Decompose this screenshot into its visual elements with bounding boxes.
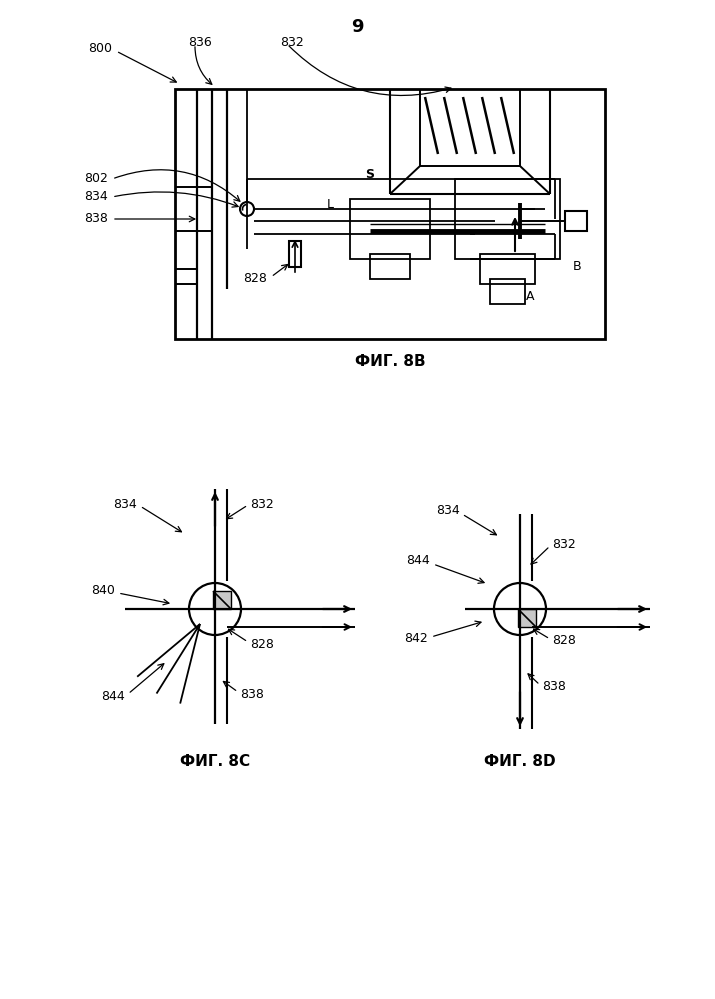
Text: 840: 840 bbox=[91, 584, 115, 597]
Text: 838: 838 bbox=[542, 680, 566, 693]
Text: 836: 836 bbox=[188, 36, 212, 49]
Text: L: L bbox=[327, 198, 333, 211]
Bar bbox=[370, 254, 410, 279]
Text: 802: 802 bbox=[84, 173, 108, 186]
Text: 800: 800 bbox=[88, 43, 112, 56]
Bar bbox=[490, 279, 525, 304]
Text: B: B bbox=[573, 260, 581, 273]
Bar bbox=[289, 241, 301, 267]
Text: 844: 844 bbox=[102, 690, 125, 703]
Bar bbox=[565, 211, 587, 231]
Text: ФИГ. 8D: ФИГ. 8D bbox=[484, 753, 556, 768]
Bar bbox=[455, 179, 560, 259]
Text: 832: 832 bbox=[552, 537, 576, 550]
Bar bbox=[480, 254, 535, 284]
Text: A: A bbox=[526, 291, 534, 304]
Text: 844: 844 bbox=[406, 554, 430, 567]
Text: S: S bbox=[365, 168, 375, 181]
Text: 828: 828 bbox=[243, 273, 267, 286]
Text: 834: 834 bbox=[113, 498, 137, 510]
Text: ФИГ. 8B: ФИГ. 8B bbox=[355, 354, 425, 369]
Text: 834: 834 bbox=[84, 191, 108, 204]
Bar bbox=[175, 89, 605, 339]
Text: 832: 832 bbox=[280, 36, 304, 49]
Bar bbox=[213, 591, 231, 609]
Text: 838: 838 bbox=[84, 213, 108, 226]
Circle shape bbox=[240, 202, 254, 216]
Circle shape bbox=[189, 583, 241, 635]
Text: 832: 832 bbox=[250, 498, 274, 510]
Text: 842: 842 bbox=[404, 632, 428, 645]
Text: 828: 828 bbox=[250, 637, 274, 650]
Text: ФИГ. 8C: ФИГ. 8C bbox=[180, 753, 250, 768]
Bar bbox=[518, 609, 536, 627]
Text: 828: 828 bbox=[552, 634, 576, 647]
Text: 9: 9 bbox=[351, 18, 363, 36]
Circle shape bbox=[494, 583, 546, 635]
Text: 838: 838 bbox=[240, 687, 264, 700]
Bar bbox=[350, 199, 430, 259]
Text: 834: 834 bbox=[436, 504, 460, 517]
